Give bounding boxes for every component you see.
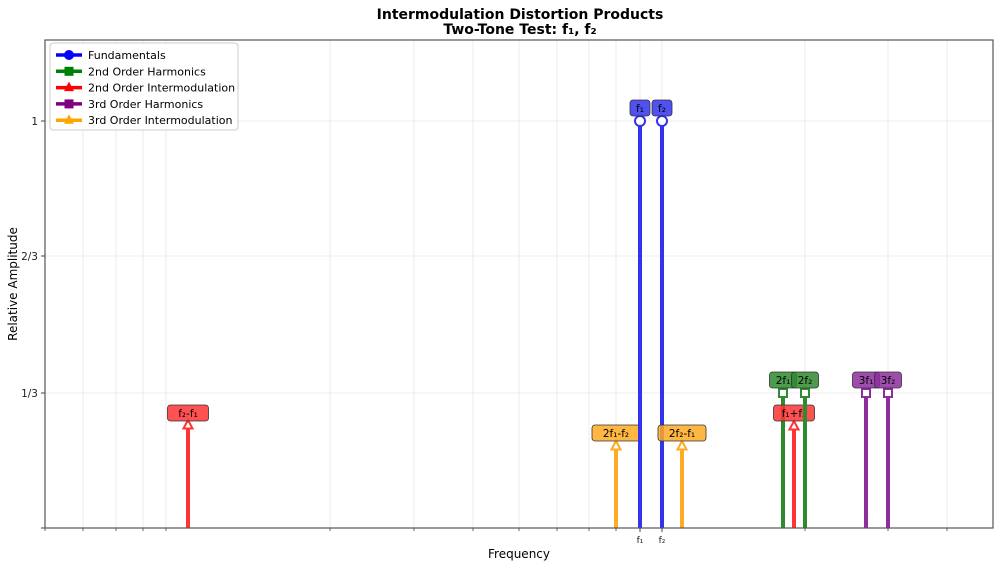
stem-3f1: 3f₁ — [852, 371, 880, 528]
legend-label: 3rd Order Intermodulation — [88, 114, 232, 127]
stem-label: f₂-f₁ — [178, 408, 198, 420]
legend-item: 3rd Order Harmonics — [56, 98, 203, 111]
triangle-marker-icon — [181, 417, 195, 430]
stem-label: f₂ — [658, 103, 666, 115]
stem-label: f₁ — [636, 103, 644, 115]
stem-3f2: 3f₂ — [874, 371, 902, 528]
stem-label-box — [791, 371, 819, 389]
legend-item: 3rd Order Intermodulation — [56, 114, 232, 127]
legend-label: Fundamentals — [88, 49, 166, 62]
legend-label: 2nd Order Harmonics — [88, 65, 206, 78]
legend-label: 3rd Order Harmonics — [88, 98, 203, 111]
legend-item: 2nd Order Harmonics — [56, 65, 206, 78]
legend-item: 2nd Order Intermodulation — [56, 81, 235, 95]
stem-f2: f₂ — [651, 99, 673, 528]
xtick-label-f1: f₁ — [637, 536, 644, 546]
circle-marker-icon — [64, 50, 74, 60]
stem-2f2-minus-f1: 2f₂-f₁ — [657, 424, 707, 528]
legend-item: Fundamentals — [56, 49, 166, 62]
square-marker-icon — [64, 66, 74, 76]
stem-label: f₁+f₂ — [782, 408, 807, 420]
square-marker-icon — [861, 388, 871, 398]
triangle-marker-icon — [64, 114, 74, 124]
square-marker-icon — [883, 388, 893, 398]
y-tick-label: 1 — [31, 116, 38, 128]
circle-marker-icon — [656, 115, 668, 127]
stem-label-box — [651, 99, 673, 117]
legend-label: 2nd Order Intermodulation — [88, 82, 235, 95]
stem-2f2: 2f₂ — [791, 371, 819, 528]
stem-f2-minus-f1: f₂-f₁ — [167, 404, 209, 528]
stem-label-box — [657, 424, 707, 442]
stem-label: 3f₁ — [859, 375, 874, 387]
y-tick-label: 1/3 — [21, 388, 38, 400]
stem-label: 2f₁-f₂ — [603, 428, 629, 440]
legend: Fundamentals 2nd Order Harmonics 2nd Order… — [49, 42, 239, 131]
triangle-marker-icon — [787, 418, 801, 431]
stem-label: 3f₂ — [881, 375, 896, 387]
stem-label: 2f₂-f₁ — [669, 428, 695, 440]
x-axis-ticks — [44, 528, 948, 532]
triangle-marker-icon — [675, 438, 689, 451]
triangle-marker-icon — [64, 81, 74, 92]
x-axis-label: Frequency — [488, 547, 550, 561]
xtick-label-f2: f₂ — [659, 536, 666, 546]
chart-subtitle: Two-Tone Test: f₁, f₂ — [443, 22, 596, 38]
y-axis-label: Relative Amplitude — [6, 227, 20, 341]
stem-label: 2f₂ — [798, 375, 813, 387]
chart-title: Intermodulation Distortion Products — [377, 7, 664, 23]
stem-label: 2f₁ — [776, 375, 791, 387]
stem-f1: f₁ — [629, 99, 651, 528]
stem-label-box — [874, 371, 902, 389]
stem-label-box — [629, 99, 651, 117]
square-marker-icon — [800, 388, 810, 398]
square-marker-icon — [778, 388, 788, 398]
triangle-marker-icon — [609, 438, 623, 451]
y-axis-ticks: 1/3 2/3 1 — [21, 116, 45, 529]
y-tick-label: 2/3 — [21, 251, 38, 263]
stem-f1-plus-f2: f₁+f₂ — [773, 404, 815, 528]
square-marker-icon — [64, 99, 74, 109]
stem-2f1-minus-f2: 2f₁-f₂ — [591, 424, 641, 528]
legend-frame — [49, 42, 239, 131]
stem-series: f₂-f₁ 2f₁-f₂ f₁ f₂ 2f₂-f₁ 2f₁ f₁+f₂ 2f₂ 3f₁ 3f₂ — [167, 99, 902, 528]
stem-label-box — [167, 404, 209, 422]
circle-marker-icon — [634, 115, 646, 127]
